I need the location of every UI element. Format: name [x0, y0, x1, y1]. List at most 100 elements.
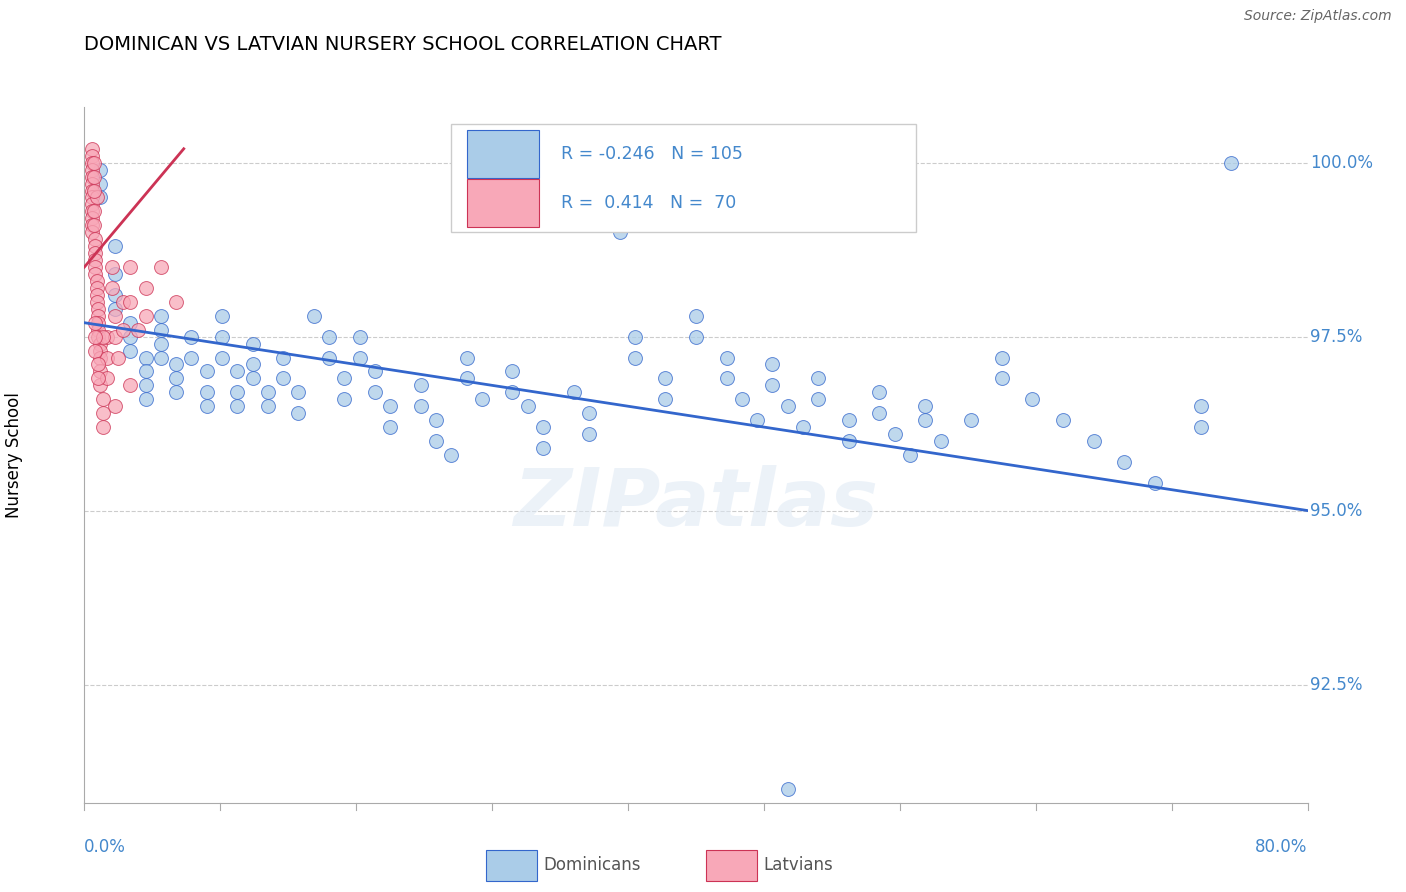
- Point: [685, 309, 707, 323]
- Point: [104, 399, 127, 413]
- Point: [654, 392, 676, 407]
- Text: 97.5%: 97.5%: [1310, 327, 1362, 345]
- Point: [89, 343, 111, 358]
- Point: [96, 329, 118, 343]
- Point: [83, 169, 105, 184]
- Point: [165, 385, 187, 400]
- Point: [257, 385, 280, 400]
- Point: [80, 184, 103, 198]
- Point: [776, 399, 799, 413]
- Point: [991, 371, 1014, 385]
- Point: [84, 260, 107, 274]
- Point: [104, 288, 127, 302]
- Text: 100.0%: 100.0%: [1310, 153, 1374, 171]
- Point: [380, 399, 402, 413]
- Point: [91, 420, 114, 434]
- Point: [80, 177, 103, 191]
- Point: [211, 329, 233, 343]
- Point: [80, 211, 103, 226]
- Point: [302, 309, 325, 323]
- Point: [807, 392, 830, 407]
- Point: [80, 219, 103, 233]
- FancyBboxPatch shape: [451, 124, 917, 232]
- Text: 92.5%: 92.5%: [1310, 675, 1362, 693]
- Point: [84, 343, 107, 358]
- Text: Latvians: Latvians: [763, 856, 832, 874]
- Point: [104, 267, 127, 281]
- Point: [333, 392, 356, 407]
- Point: [776, 781, 799, 796]
- Point: [409, 378, 432, 392]
- Point: [96, 351, 118, 365]
- Point: [104, 301, 127, 316]
- Point: [84, 246, 107, 260]
- Point: [135, 351, 157, 365]
- Point: [609, 225, 631, 239]
- FancyBboxPatch shape: [467, 178, 540, 227]
- Point: [149, 336, 172, 351]
- Point: [127, 323, 149, 337]
- Point: [242, 358, 264, 372]
- Point: [624, 329, 647, 343]
- Text: 80.0%: 80.0%: [1256, 838, 1308, 855]
- Point: [89, 378, 111, 392]
- Text: Nursery School: Nursery School: [6, 392, 22, 518]
- Point: [271, 371, 294, 385]
- Point: [135, 378, 157, 392]
- Point: [80, 197, 103, 211]
- Point: [409, 399, 432, 413]
- Point: [242, 371, 264, 385]
- Point: [149, 351, 172, 365]
- Point: [87, 309, 110, 323]
- Point: [149, 323, 172, 337]
- Text: R = -0.246   N = 105: R = -0.246 N = 105: [561, 145, 744, 163]
- Point: [792, 420, 814, 434]
- Point: [1220, 155, 1243, 169]
- Point: [84, 253, 107, 268]
- FancyBboxPatch shape: [706, 850, 758, 880]
- Point: [502, 385, 524, 400]
- Point: [271, 351, 294, 365]
- Point: [84, 316, 107, 330]
- Point: [578, 427, 600, 442]
- Text: 95.0%: 95.0%: [1310, 501, 1362, 519]
- Text: Source: ZipAtlas.com: Source: ZipAtlas.com: [1244, 9, 1392, 23]
- Point: [195, 399, 218, 413]
- Point: [86, 281, 108, 295]
- Point: [1052, 413, 1074, 427]
- Point: [80, 142, 103, 156]
- Point: [211, 351, 233, 365]
- Point: [195, 385, 218, 400]
- Point: [135, 364, 157, 378]
- Point: [87, 329, 110, 343]
- Point: [101, 260, 124, 274]
- Point: [516, 399, 538, 413]
- Point: [960, 413, 983, 427]
- Point: [242, 336, 264, 351]
- Point: [80, 149, 103, 163]
- Point: [83, 204, 105, 219]
- Point: [149, 260, 172, 274]
- Point: [86, 274, 108, 288]
- Point: [149, 309, 172, 323]
- Point: [165, 358, 187, 372]
- Point: [87, 323, 110, 337]
- Point: [80, 190, 103, 204]
- Point: [120, 294, 142, 309]
- Point: [120, 378, 142, 392]
- Point: [869, 385, 891, 400]
- Point: [120, 329, 142, 343]
- Point: [86, 190, 108, 204]
- Point: [471, 392, 494, 407]
- FancyBboxPatch shape: [467, 130, 540, 178]
- Point: [898, 448, 921, 462]
- Point: [180, 351, 202, 365]
- Point: [226, 385, 249, 400]
- Point: [211, 309, 233, 323]
- Point: [1114, 455, 1136, 469]
- Point: [761, 378, 783, 392]
- Point: [84, 239, 107, 253]
- Point: [1083, 434, 1105, 448]
- Point: [120, 316, 142, 330]
- Point: [531, 441, 554, 455]
